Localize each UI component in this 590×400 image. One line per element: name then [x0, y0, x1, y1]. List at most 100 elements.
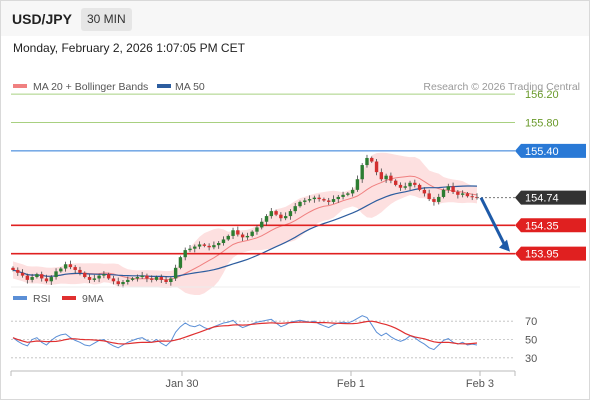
level-tag-154.35 — [515, 218, 586, 233]
level-tag-153.95 — [515, 246, 586, 261]
candle-body — [11, 267, 15, 270]
candle-body — [427, 193, 431, 200]
candle-body — [384, 175, 388, 180]
candle-body — [398, 184, 403, 188]
candle-body — [336, 196, 340, 200]
candle-body — [49, 277, 53, 282]
candle-body — [78, 269, 82, 273]
candle-body — [370, 157, 374, 162]
candle-body — [451, 186, 455, 192]
candle-body — [393, 180, 398, 185]
ma50-legend-swatch — [157, 84, 171, 88]
candle-body — [379, 172, 384, 180]
candle-body — [226, 235, 230, 240]
bollinger-band — [13, 152, 477, 295]
level-label-154.35: 154.35 — [525, 220, 559, 232]
projection-arrow — [479, 196, 508, 249]
last-price-label: 154.74 — [525, 193, 559, 205]
candle-body — [365, 157, 369, 166]
ma50-line — [12, 185, 478, 278]
rsi-tick-50: 50 — [525, 335, 537, 347]
candle-body — [130, 278, 135, 280]
candle-body — [40, 274, 44, 279]
candle-body — [403, 186, 407, 188]
candle-body — [298, 201, 302, 207]
level-label-155.80: 155.80 — [525, 118, 559, 130]
candle-body — [264, 216, 269, 222]
candle-body — [460, 193, 465, 195]
candle-body — [465, 193, 470, 197]
candle-body — [202, 244, 207, 246]
candle-body — [255, 227, 259, 232]
candle-body — [274, 211, 278, 215]
candle-body — [470, 196, 474, 198]
candle-body — [30, 277, 34, 280]
candle-body — [207, 245, 211, 248]
candle-body — [250, 231, 254, 236]
level-label-156.20: 156.20 — [525, 89, 559, 101]
candle-body — [169, 278, 173, 282]
candle-body — [245, 235, 250, 238]
candle-body — [327, 200, 331, 202]
candle-body — [35, 274, 39, 278]
rsi-ma-legend-swatch — [62, 296, 76, 300]
level-tag-155.40 — [515, 143, 586, 158]
candle-body — [374, 161, 379, 173]
candle-body — [269, 211, 274, 217]
candle-body — [240, 234, 245, 238]
candle-body — [322, 199, 326, 201]
chart-datetime: Monday, February 2, 2026 1:07:05 PM CET — [13, 41, 245, 55]
candle-body — [360, 165, 364, 180]
ma20-legend-label: MA 20 + Bollinger Bands — [33, 81, 148, 93]
candle-body — [341, 194, 345, 197]
rsi-line — [12, 315, 478, 351]
timeframe-button[interactable]: 30 MIN — [81, 8, 132, 31]
rsi-tick-70: 70 — [525, 316, 537, 328]
candle-body — [303, 200, 307, 202]
x-tick-label-1: Feb 1 — [337, 378, 365, 390]
candle-body — [59, 268, 63, 272]
candle-body — [437, 196, 441, 202]
candle-body — [73, 267, 77, 270]
rsi-legend-swatch — [13, 296, 27, 300]
candle-body — [106, 274, 111, 279]
candle-body — [446, 186, 450, 190]
candle-body — [126, 279, 130, 282]
candle-body — [350, 189, 355, 194]
candle-body — [116, 281, 120, 285]
candle-body — [164, 279, 168, 282]
candle-body — [236, 230, 240, 235]
candle-body — [150, 278, 154, 280]
candle-body — [135, 277, 140, 279]
ma50-legend-label: MA 50 — [175, 81, 205, 93]
credit-label: Research © 2026 Trading Central — [423, 81, 580, 93]
candle-body — [188, 248, 192, 251]
candle-body — [25, 275, 30, 280]
candle-body — [422, 189, 427, 194]
candle-body — [178, 257, 183, 268]
candle-body — [221, 239, 226, 244]
candle-body — [159, 277, 163, 280]
candle-body — [193, 246, 197, 249]
candle-body — [212, 245, 216, 248]
candle-body — [197, 244, 202, 247]
candle-body — [154, 277, 159, 280]
candle-body — [317, 197, 321, 200]
rsi-ma-line — [12, 320, 478, 345]
candle-body — [408, 182, 412, 187]
candle-body — [355, 179, 360, 190]
candle-body — [432, 199, 436, 202]
candle-body — [283, 216, 288, 219]
candle-body — [92, 278, 97, 280]
candle-body — [389, 175, 393, 181]
candle-body — [87, 277, 92, 280]
candle-body — [16, 269, 20, 273]
candle-body — [293, 206, 297, 212]
candle-body — [307, 199, 312, 201]
candle-body — [346, 193, 350, 195]
candle-body — [413, 182, 417, 185]
level-label-153.95: 153.95 — [525, 249, 559, 261]
x-tick-label-2: Feb 3 — [466, 378, 494, 390]
candle-body — [68, 264, 73, 268]
ma20-legend-swatch — [13, 84, 27, 88]
